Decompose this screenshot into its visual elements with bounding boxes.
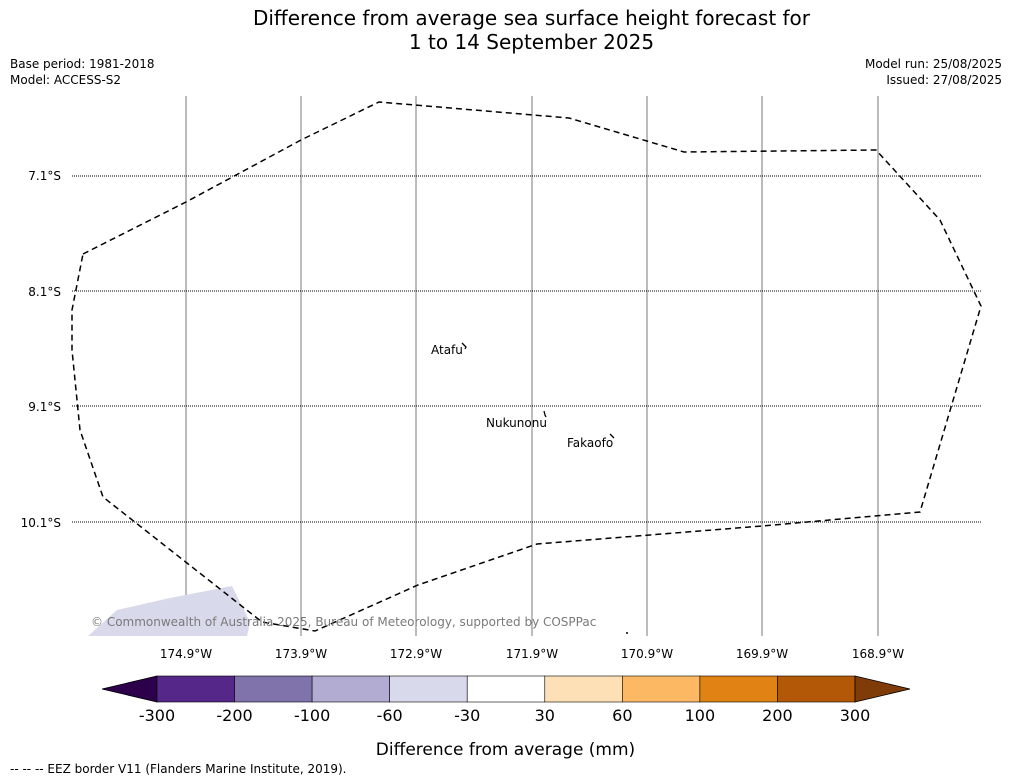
meta-right: Model run: 25/08/2025 Issued: 27/08/2025 — [865, 56, 1002, 88]
lon-label-173-9: 173.9°W — [275, 647, 327, 661]
colorbar-tick-label: 300 — [840, 706, 871, 725]
eez-legend-text: -- -- -- EEZ border V11 (Flanders Marine… — [10, 762, 347, 776]
colorbar-tick-label: 60 — [612, 706, 632, 725]
colorbar-tick-label: 30 — [535, 706, 555, 725]
colorbar-extend-high — [854, 675, 911, 703]
colorbar-bin — [234, 675, 313, 703]
colorbar-tick-label: -100 — [294, 706, 330, 725]
title-line-1: Difference from average sea surface heig… — [252, 6, 811, 30]
eez-border — [71, 101, 982, 632]
colorbar: -300 -200 -100 -60 -30 30 60 100 200 300 — [101, 675, 911, 725]
copyright-text: © Commonwealth of Australia 2025, Bureau… — [91, 615, 596, 629]
island-label-atafu: Atafu — [431, 343, 463, 357]
base-period: Base period: 1981-2018 — [10, 57, 155, 71]
lat-gridlines — [72, 175, 982, 523]
lon-label-172-9: 172.9°W — [390, 647, 442, 661]
model-run: Model run: 25/08/2025 — [864, 57, 1002, 71]
fakaofo-atoll — [609, 433, 615, 439]
colorbar-bin — [156, 675, 235, 703]
colorbar-tick-label: -60 — [377, 706, 403, 725]
colorbar-tick-label: -200 — [216, 706, 252, 725]
lon-label-168-9: 168.9°W — [852, 647, 904, 661]
island-shapes — [461, 342, 615, 439]
colorbar-extend-low — [101, 675, 158, 703]
island-label-nukunonu: Nukunonu — [486, 416, 547, 430]
lat-label-7-1: 7.1°S — [28, 169, 61, 183]
meta-left: Base period: 1981-2018 Model: ACCESS-S2 — [10, 56, 155, 88]
lon-label-169-9: 169.9°W — [736, 647, 788, 661]
island-label-fakaofo: Fakaofo — [567, 436, 613, 450]
colorbar-tick-label: 200 — [762, 706, 793, 725]
colorbar-bin — [777, 675, 856, 703]
lon-label-170-9: 170.9°W — [621, 647, 673, 661]
lon-label-171-9: 171.9°W — [506, 647, 558, 661]
colorbar-tick-label: -300 — [139, 706, 175, 725]
small-islet — [626, 632, 628, 634]
lat-label-9-1: 9.1°S — [28, 400, 61, 414]
colorbar-bin — [389, 675, 468, 703]
issued-date: Issued: 27/08/2025 — [886, 73, 1002, 87]
colorbar-tick-label: -30 — [454, 706, 480, 725]
sea-level-anomaly-patch — [88, 586, 250, 636]
colorbar-bin — [699, 675, 778, 703]
title-line-2: 1 to 14 September 2025 — [408, 30, 655, 54]
lon-gridlines — [185, 96, 879, 636]
colorbar-bins — [156, 675, 856, 703]
model-name: Model: ACCESS-S2 — [10, 73, 122, 87]
colorbar-bin — [466, 675, 546, 703]
nukunonu-atoll — [543, 410, 547, 418]
colorbar-tick-label: 100 — [685, 706, 716, 725]
colorbar-bin — [622, 675, 701, 703]
colorbar-bin — [311, 675, 390, 703]
lat-label-10-1: 10.1°S — [21, 516, 61, 530]
map-title: Difference from average sea surface heig… — [0, 6, 1011, 54]
atafu-atoll — [461, 342, 467, 350]
lat-label-8-1: 8.1°S — [28, 285, 61, 299]
lon-label-174-9: 174.9°W — [160, 647, 212, 661]
colorbar-bin — [544, 675, 623, 703]
colorbar-label: Difference from average (mm) — [375, 740, 636, 760]
colorbar-ticks: -300 -200 -100 -60 -30 30 60 100 200 300 — [139, 706, 870, 725]
